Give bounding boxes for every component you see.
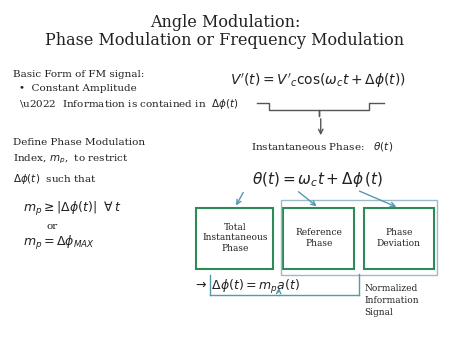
Text: Phase Modulation or Frequency Modulation: Phase Modulation or Frequency Modulation [45, 32, 405, 49]
FancyBboxPatch shape [283, 208, 355, 268]
FancyBboxPatch shape [364, 208, 434, 268]
Text: Total
Instantaneous
Phase: Total Instantaneous Phase [202, 223, 267, 253]
Text: $\theta(t) = \omega_c t + \Delta\phi\,(t)$: $\theta(t) = \omega_c t + \Delta\phi\,(t… [252, 170, 383, 189]
Text: Define Phase Modulation
Index, $m_p$,  to restrict
$\Delta\phi(t)$  such that: Define Phase Modulation Index, $m_p$, to… [13, 138, 145, 186]
Text: $m_p \geq \left|\Delta\phi(t)\right|  \;\; \forall \; t$: $m_p \geq \left|\Delta\phi(t)\right| \;\… [23, 200, 122, 218]
Text: •  Constant Amplitude: • Constant Amplitude [19, 84, 137, 93]
FancyBboxPatch shape [196, 208, 273, 268]
Text: Normalized
Information
Signal: Normalized Information Signal [364, 284, 419, 317]
Text: Instantaneous Phase:   $\theta(t)$: Instantaneous Phase: $\theta(t)$ [252, 140, 393, 153]
Text: $V'(t) = V'_c \cos\!\left(\omega_c t + \Delta\phi(t)\right)$: $V'(t) = V'_c \cos\!\left(\omega_c t + \… [230, 72, 406, 90]
Text: Basic Form of FM signal:: Basic Form of FM signal: [13, 70, 144, 79]
Text: Phase
Deviation: Phase Deviation [377, 228, 421, 248]
Text: Reference
Phase: Reference Phase [295, 228, 342, 248]
Text: $\rightarrow \;\Delta\phi(t) = m_p a(t)$: $\rightarrow \;\Delta\phi(t) = m_p a(t)$ [193, 278, 300, 296]
Text: or: or [46, 222, 58, 231]
Text: Angle Modulation:: Angle Modulation: [150, 14, 300, 31]
Text: \u2022  Information is contained in  $\Delta\phi(t)$: \u2022 Information is contained in $\Del… [19, 97, 239, 111]
Text: $m_p = \Delta\phi_{MAX}$: $m_p = \Delta\phi_{MAX}$ [23, 234, 94, 252]
